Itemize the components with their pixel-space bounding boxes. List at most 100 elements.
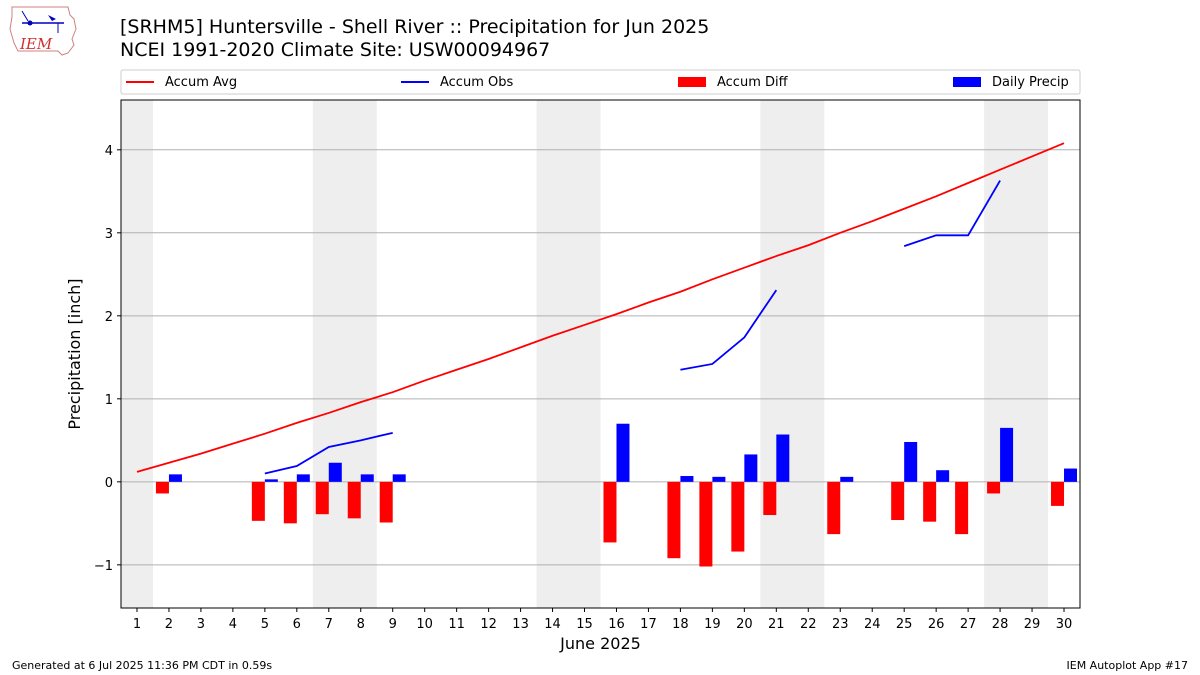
daily-precip-bar — [392, 474, 406, 482]
accum-obs-line — [264, 431, 393, 475]
weekend-band — [984, 100, 1049, 608]
plot-frame — [120, 99, 1081, 609]
chart-title: [SRHM5] Huntersville - Shell River :: Pr… — [120, 16, 710, 38]
accum-obs-line — [903, 180, 1001, 247]
weekend-band — [536, 100, 601, 608]
daily-precip-bar — [712, 476, 726, 482]
y-axis-ticks: −1 0 1 2 3 4 — [94, 144, 121, 574]
weekend-band — [121, 100, 153, 608]
daily-precip-bar — [744, 454, 758, 482]
daily-precip-bar — [360, 474, 374, 482]
x-tick-label: 6 — [293, 617, 301, 632]
legend-daily-precip-swatch — [953, 77, 981, 87]
weekend-band — [760, 100, 825, 608]
accum-diff-bar — [603, 481, 617, 543]
x-tick-label: 11 — [448, 617, 465, 632]
daily-precip-bar — [936, 470, 950, 482]
accum-diff-bar — [251, 481, 265, 521]
weekend-bands — [121, 100, 1049, 608]
gridlines — [121, 149, 1080, 566]
accum-diff-bar — [763, 481, 777, 516]
daily-precip-bar — [1000, 427, 1014, 482]
x-tick-label: 13 — [512, 617, 529, 632]
legend-accum-obs-label: Accum Obs — [440, 75, 513, 90]
accum-diff-bar — [315, 481, 329, 515]
daily-precip-bar — [680, 476, 694, 482]
daily-precip-bar — [616, 423, 630, 482]
x-tick-label: 9 — [389, 617, 397, 632]
x-tick-label: 12 — [480, 617, 497, 632]
lines — [136, 142, 1065, 475]
accum-diff-bar — [827, 481, 841, 535]
x-tick-label: 19 — [704, 617, 721, 632]
daily-precip-bar — [776, 434, 790, 482]
accum-diff-bar — [731, 481, 745, 552]
x-tick-label: 21 — [768, 617, 785, 632]
accum-obs-line — [680, 289, 778, 371]
x-tick-label: 24 — [864, 617, 881, 632]
x-tick-label: 20 — [736, 617, 753, 632]
bars — [155, 423, 1078, 567]
y-tick-label: 1 — [105, 393, 113, 408]
accum-diff-bar — [379, 481, 393, 523]
x-axis-ticks: 1 2 3 4 5 6 7 8 9 10 11 12 13 14 15 16 17 18 19 20 21 22 23 24 2… — [133, 608, 1072, 632]
logo-text: IEM — [19, 35, 53, 53]
x-tick-label: 30 — [1056, 617, 1073, 632]
accum-diff-bar — [987, 481, 1001, 494]
legend-accum-diff-label: Accum Diff — [717, 75, 789, 90]
x-tick-label: 23 — [832, 617, 849, 632]
x-tick-label: 17 — [640, 617, 657, 632]
daily-precip-bar — [328, 462, 342, 482]
y-tick-label: −1 — [94, 559, 113, 574]
x-tick-label: 18 — [672, 617, 689, 632]
x-tick-label: 2 — [165, 617, 173, 632]
legend-box — [120, 69, 1081, 95]
x-tick-label: 28 — [992, 617, 1009, 632]
y-tick-label: 3 — [105, 227, 113, 242]
accum-avg-line — [136, 142, 1065, 473]
daily-precip-bar — [904, 441, 918, 482]
y-tick-label: 0 — [105, 476, 113, 491]
x-tick-label: 26 — [928, 617, 945, 632]
y-tick-label: 2 — [105, 310, 113, 325]
accum-diff-bar — [955, 481, 969, 535]
accum-diff-bar — [283, 481, 297, 524]
x-tick-label: 16 — [608, 617, 625, 632]
accum-diff-bar — [347, 481, 361, 519]
x-tick-label: 22 — [800, 617, 817, 632]
x-tick-label: 4 — [229, 617, 237, 632]
x-tick-label: 14 — [544, 617, 561, 632]
footer-app: IEM Autoplot App #17 — [1066, 659, 1189, 672]
x-tick-label: 29 — [1024, 617, 1041, 632]
weekend-band — [312, 100, 377, 608]
daily-precip-bar — [168, 474, 182, 482]
x-tick-label: 10 — [416, 617, 433, 632]
daily-precip-bar — [296, 474, 310, 482]
x-tick-label: 15 — [576, 617, 593, 632]
daily-precip-bar — [1064, 468, 1078, 482]
x-tick-label: 27 — [960, 617, 977, 632]
accum-diff-bar — [699, 481, 713, 567]
y-axis-label: Precipitation [inch] — [65, 278, 84, 429]
x-tick-label: 1 — [133, 617, 141, 632]
x-tick-label: 3 — [197, 617, 205, 632]
footer-generated: Generated at 6 Jul 2025 11:36 PM CDT in … — [12, 659, 273, 672]
daily-precip-bar — [840, 476, 854, 482]
legend-daily-precip-label: Daily Precip — [992, 75, 1069, 90]
iem-logo: IEM — [9, 6, 77, 56]
chart-subtitle: NCEI 1991-2020 Climate Site: USW00094967 — [120, 39, 551, 61]
x-tick-label: 7 — [325, 617, 333, 632]
legend-accum-diff-swatch — [678, 77, 706, 87]
x-tick-label: 25 — [896, 617, 913, 632]
accum-diff-bar — [155, 481, 169, 494]
accum-diff-bar — [667, 481, 681, 559]
y-tick-label: 4 — [105, 144, 113, 159]
daily-precip-bar — [264, 479, 278, 482]
x-tick-label: 5 — [261, 617, 269, 632]
accum-diff-bar — [923, 481, 937, 522]
x-tick-label: 8 — [357, 617, 365, 632]
accum-diff-bar — [1051, 481, 1065, 506]
accum-diff-bar — [891, 481, 905, 521]
legend: Accum Avg Accum Obs Accum Diff Daily Precip — [120, 69, 1081, 95]
